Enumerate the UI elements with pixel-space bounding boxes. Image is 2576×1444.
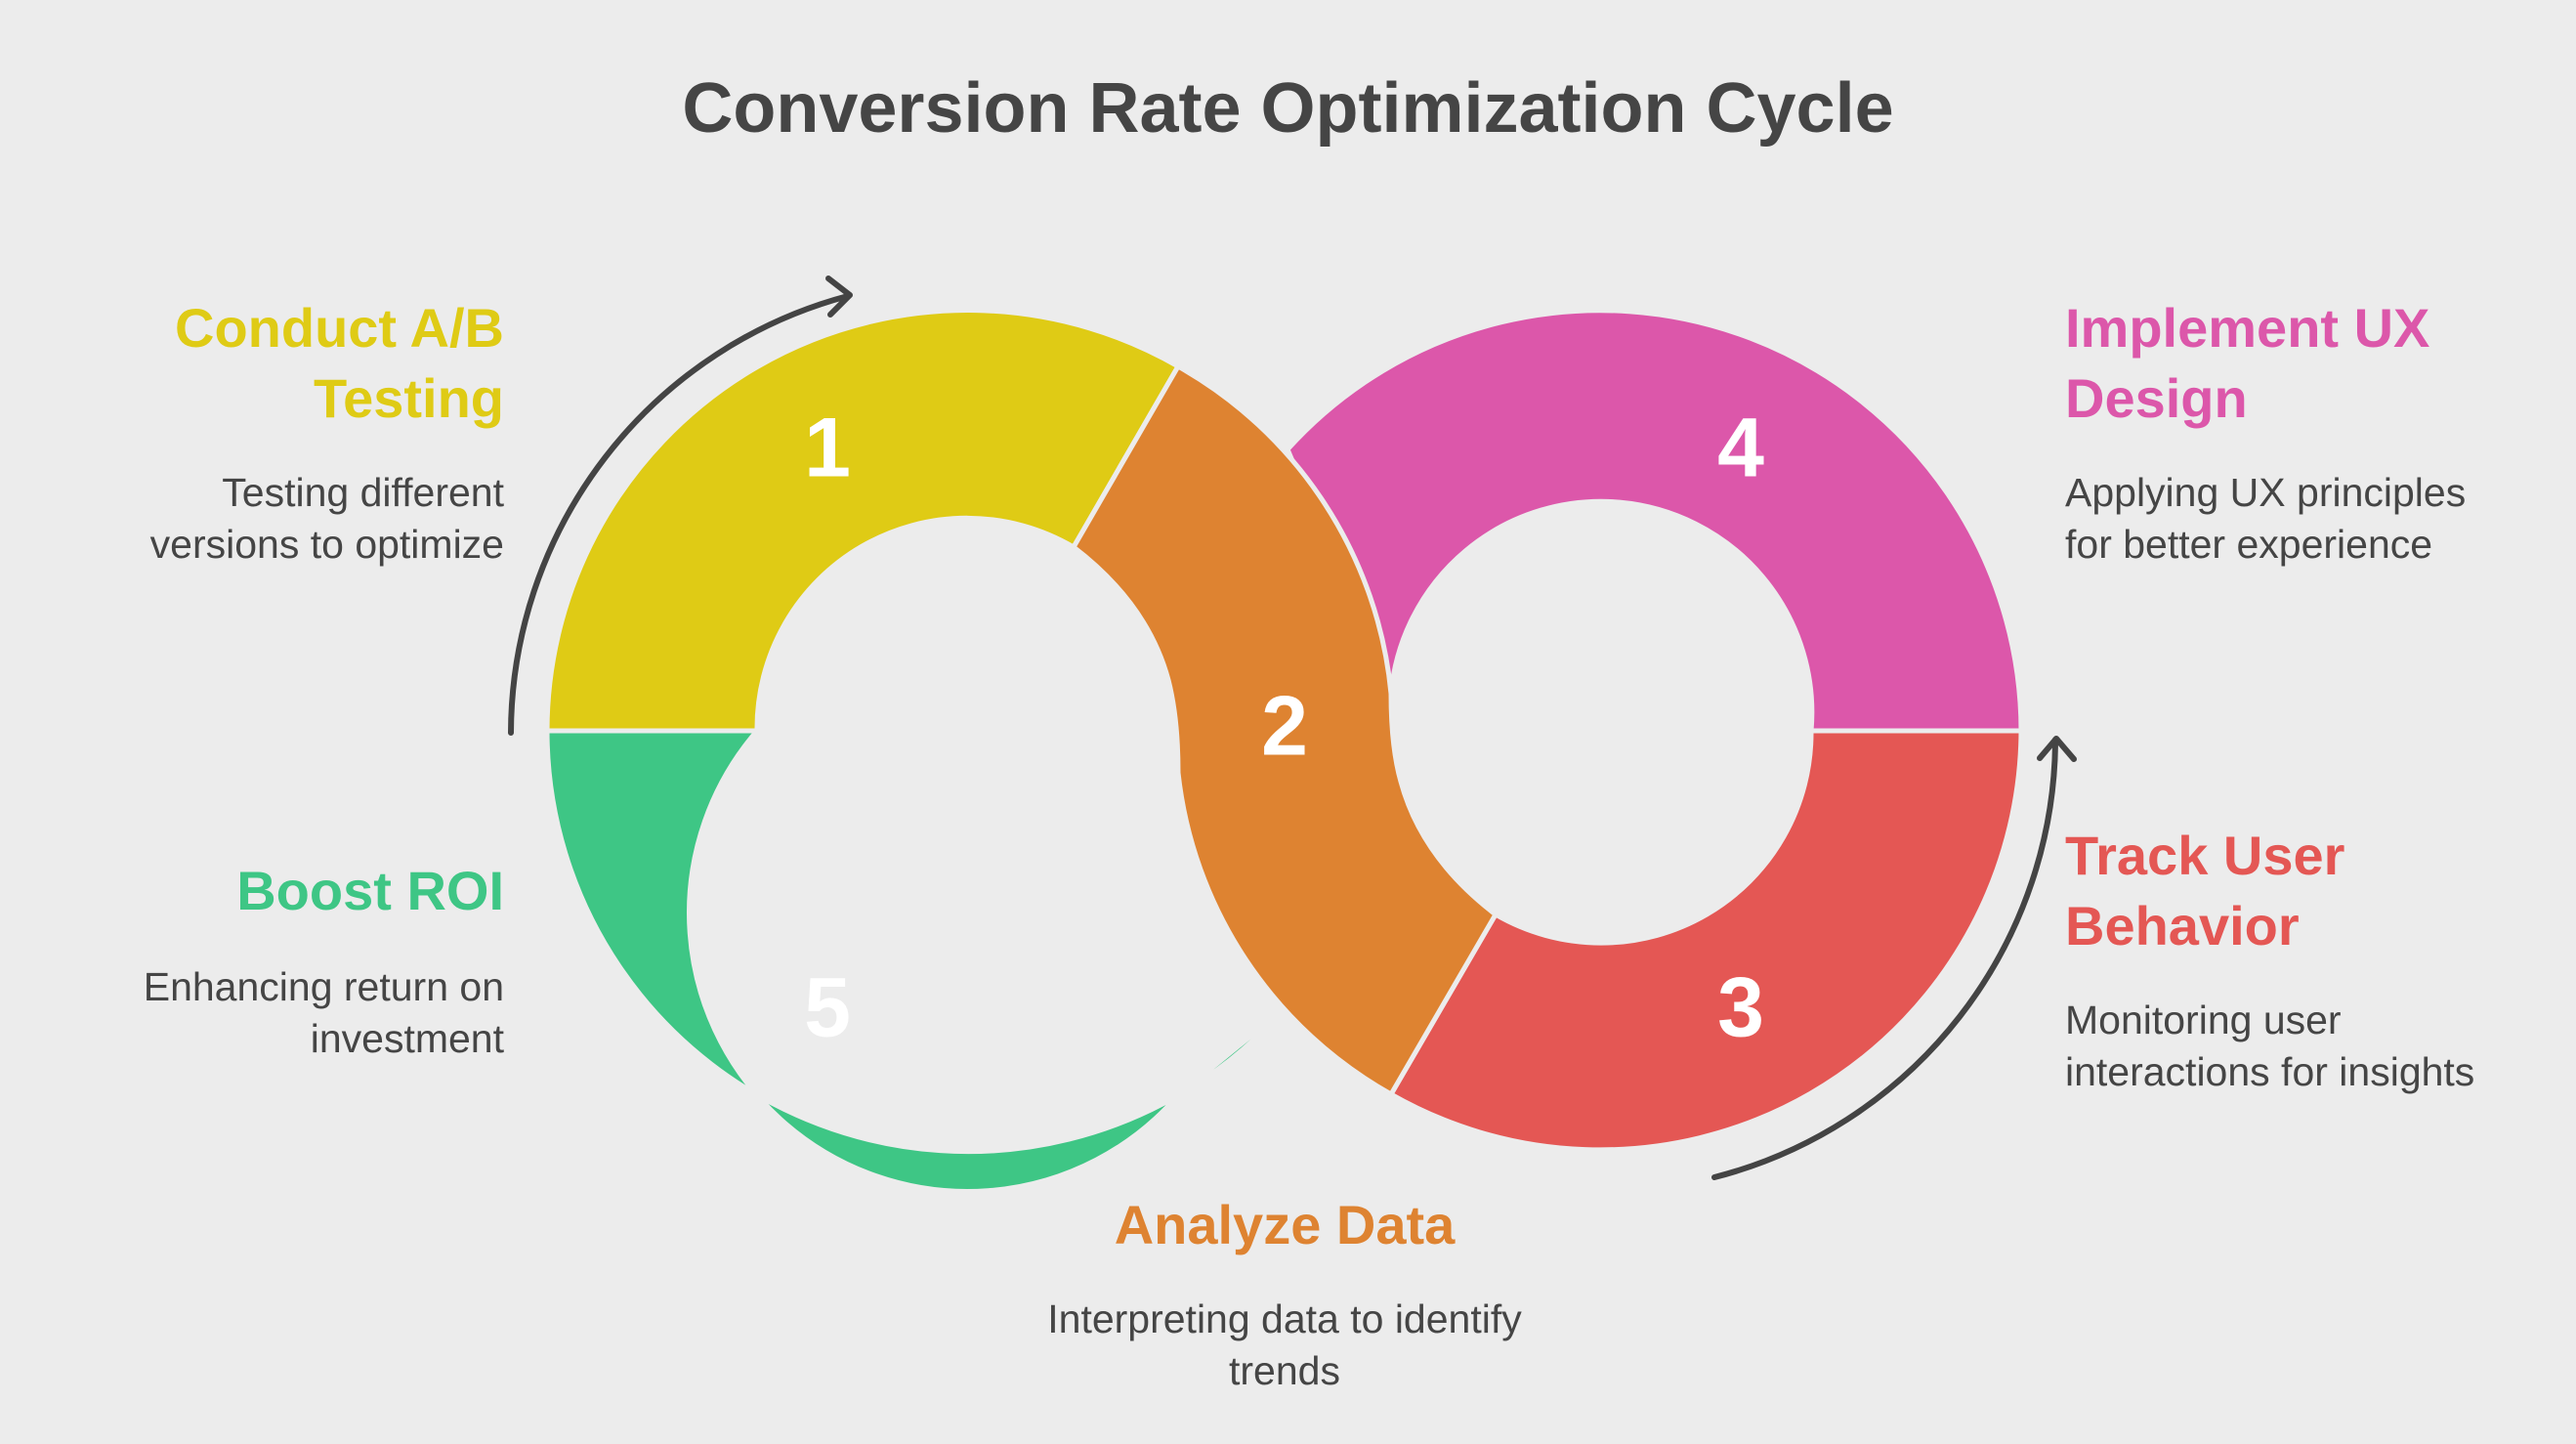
step-number-2: 2 — [1261, 680, 1308, 774]
cycle-arrow-icon — [1711, 736, 2077, 1180]
segment-2 — [1070, 362, 1499, 1098]
step-number-4: 4 — [1717, 402, 1764, 495]
cycle-arrow-icon — [508, 276, 853, 736]
step-3-description: Monitoring user interactions for insight… — [2065, 998, 2475, 1094]
step-1-title: Conduct A/B Testing — [175, 297, 504, 429]
step-5-description: Enhancing return on investment — [143, 964, 504, 1061]
page-title: Conversion Rate Optimization Cycle — [682, 69, 1894, 148]
segment-3 — [1387, 728, 2024, 1153]
step-4-description: Applying UX principles for better experi… — [2065, 470, 2467, 567]
step-number-1: 1 — [804, 402, 851, 495]
step-5-title: Boost ROI — [236, 860, 504, 921]
step-2-title: Analyze Data — [1114, 1194, 1456, 1255]
step-4-title: Implement UX Design — [2065, 297, 2430, 429]
segment-5 — [544, 728, 1286, 1194]
step-number-5: 5 — [804, 961, 851, 1055]
segment-4 — [1285, 308, 2024, 734]
step-3-title: Track User Behavior — [2065, 825, 2345, 956]
segment-1 — [544, 308, 1182, 734]
step-number-3: 3 — [1717, 961, 1764, 1055]
step-1-description: Testing different versions to optimize — [149, 470, 504, 567]
step-2-description: Interpreting data to identify trends — [1047, 1296, 1522, 1393]
